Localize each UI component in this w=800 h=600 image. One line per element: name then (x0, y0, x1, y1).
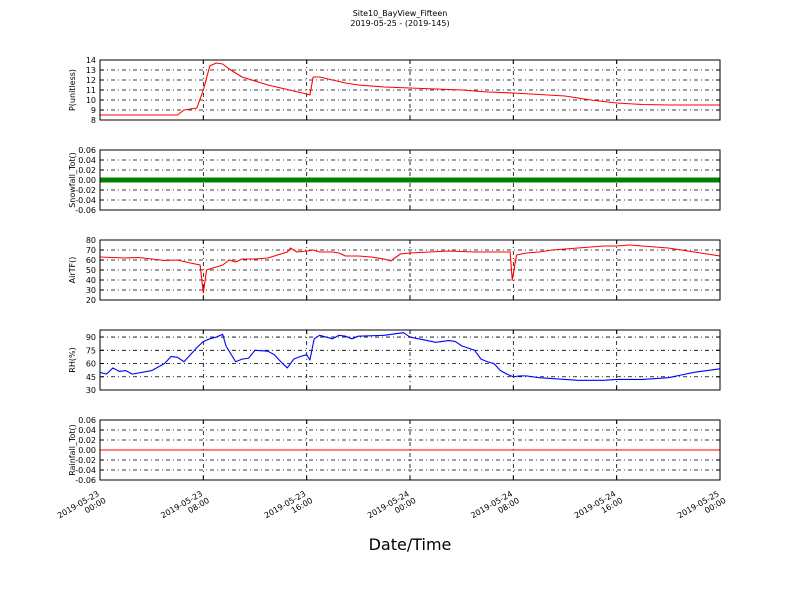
y-axis-label: AirTF() (68, 257, 77, 284)
y-tick-label: -0.06 (75, 206, 96, 215)
y-tick-label: 0.00 (78, 446, 96, 455)
plot-frame (99, 149, 721, 211)
y-tick-label: 10 (86, 96, 96, 105)
y-tick-label: 0.06 (78, 416, 96, 425)
y-tick-label: 0.04 (78, 426, 96, 435)
y-axis-label: Snowfall_Tot() (68, 152, 77, 208)
y-tick-label: 45 (86, 373, 96, 382)
y-tick-label: 70 (86, 246, 96, 255)
y-axis-label: P(unitless) (68, 69, 77, 111)
y-tick-label: 80 (86, 236, 96, 245)
y-tick-label: 0.06 (78, 146, 96, 155)
y-tick-label: 60 (86, 360, 96, 369)
plot-frame (99, 59, 721, 121)
y-tick-label: 90 (86, 333, 96, 342)
y-tick-label: 0.00 (78, 176, 96, 185)
y-tick-label: 14 (86, 56, 96, 65)
chart-title: Site10_BayView_Fifteen (353, 9, 448, 18)
chart-subtitle: 2019-05-25 - (2019-145) (350, 19, 449, 28)
data-line (100, 62, 720, 116)
y-tick-label: 0.02 (78, 166, 96, 175)
y-tick-label: 30 (86, 386, 96, 395)
y-tick-label: 75 (86, 346, 96, 355)
y-tick-label: -0.02 (75, 186, 96, 195)
y-tick-label: 60 (86, 256, 96, 265)
y-tick-label: 0.02 (78, 436, 96, 445)
y-tick-label: 50 (86, 266, 96, 275)
y-tick-label: 9 (91, 106, 96, 115)
y-tick-label: 8 (91, 116, 96, 125)
data-line (99, 332, 721, 381)
plot-frame (99, 239, 721, 301)
plot-frame (99, 419, 721, 481)
y-tick-label: -0.04 (75, 196, 96, 205)
y-tick-label: 0.04 (78, 156, 96, 165)
y-tick-label: 11 (86, 86, 96, 95)
y-tick-label: 30 (86, 286, 96, 295)
y-axis-label: RH(%) (68, 347, 77, 372)
y-tick-label: 40 (86, 276, 96, 285)
y-tick-label: 12 (86, 76, 96, 85)
plot-frame (99, 329, 721, 391)
y-tick-label: -0.06 (75, 476, 96, 485)
y-tick-label: 13 (86, 66, 96, 75)
y-tick-label: 20 (86, 296, 96, 305)
x-axis-label: Date/Time (369, 535, 452, 554)
data-line (99, 244, 721, 294)
y-tick-label: -0.04 (75, 466, 96, 475)
y-tick-label: -0.02 (75, 456, 96, 465)
y-axis-label: Rainfall_Tot() (68, 424, 77, 476)
